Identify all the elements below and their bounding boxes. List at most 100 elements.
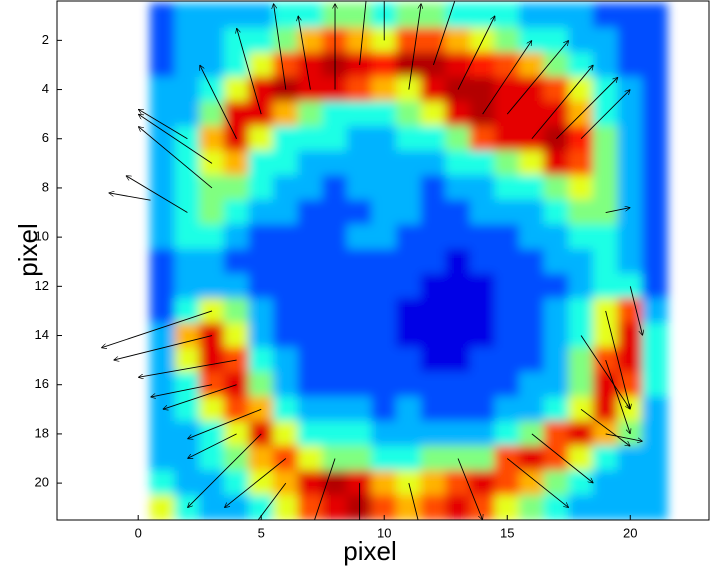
heat-cell <box>174 27 201 54</box>
heat-cell <box>174 175 201 201</box>
heat-cell <box>396 175 422 201</box>
arrow <box>274 3 287 90</box>
heat-cell <box>568 248 594 275</box>
heat-cell <box>174 199 201 226</box>
arrow <box>163 384 237 410</box>
heat-cell <box>617 150 644 177</box>
heat-cell <box>519 224 545 250</box>
heat-cell <box>617 371 644 398</box>
heat-cell <box>396 396 422 423</box>
heat-cell <box>519 76 545 103</box>
heat-cell <box>149 248 176 275</box>
heat-cell <box>273 125 299 152</box>
heat-cell <box>469 322 496 349</box>
heat-cell <box>199 322 225 349</box>
heat-cell <box>199 445 225 472</box>
heat-cell <box>519 298 545 324</box>
heat-cell <box>199 248 225 275</box>
heat-cell <box>199 199 225 226</box>
heat-cell <box>494 27 521 54</box>
arrow <box>187 433 237 459</box>
heat-cell <box>371 150 398 177</box>
heat-cell <box>199 494 225 520</box>
heat-cell <box>494 298 521 324</box>
heat-cell <box>223 101 250 127</box>
heat-cell <box>174 2 201 29</box>
heat-cell <box>297 150 324 177</box>
heat-cell <box>396 2 422 29</box>
heat-cell <box>149 199 176 226</box>
heat-cell <box>617 298 644 324</box>
heat-cell <box>445 396 471 423</box>
heat-cell <box>617 421 644 447</box>
heat-cell <box>199 125 225 152</box>
heat-cell <box>199 347 225 373</box>
heat-cell <box>617 224 644 250</box>
arrow <box>556 77 618 140</box>
heat-cell <box>248 371 275 398</box>
heat-cell <box>346 322 373 349</box>
x-tick-label: 20 <box>623 525 637 540</box>
heat-cell <box>469 175 496 201</box>
heat-cell <box>543 224 570 250</box>
heat-cell <box>174 396 201 423</box>
heat-cell <box>642 273 668 300</box>
heat-cell <box>543 2 570 29</box>
heat-cell <box>297 175 324 201</box>
heat-cell <box>322 298 348 324</box>
heat-cell <box>568 371 594 398</box>
heat-cell <box>420 175 447 201</box>
heat-cell <box>494 175 521 201</box>
heat-cell <box>273 2 299 29</box>
heat-cell <box>494 322 521 349</box>
heat-cell <box>199 2 225 29</box>
heat-cell <box>199 224 225 250</box>
heat-cell <box>396 371 422 398</box>
heat-cell <box>297 347 324 373</box>
heat-cell <box>642 371 668 398</box>
heat-cell <box>494 2 521 29</box>
arrow <box>433 1 456 66</box>
heat-cell <box>371 224 398 250</box>
heat-cell <box>568 347 594 373</box>
heat-cell <box>494 273 521 300</box>
heat-cell <box>494 347 521 373</box>
heat-cell <box>420 76 447 103</box>
heat-cell <box>346 27 373 54</box>
heat-cell <box>223 27 250 54</box>
y-axis-label: pixel <box>13 223 43 276</box>
heat-cell <box>494 52 521 78</box>
heat-cell <box>617 125 644 152</box>
heat-cell <box>494 150 521 177</box>
heat-cell <box>445 371 471 398</box>
heat-cell <box>322 322 348 349</box>
heat-cell <box>445 27 471 54</box>
heat-cell <box>445 125 471 152</box>
heat-cell <box>371 273 398 300</box>
heat-cell <box>174 224 201 250</box>
heat-cell <box>149 273 176 300</box>
heat-cell <box>371 396 398 423</box>
heat-cell <box>149 371 176 398</box>
heat-cell <box>346 273 373 300</box>
arrow <box>199 65 238 139</box>
heat-cell <box>297 371 324 398</box>
heat-cell <box>248 150 275 177</box>
heat-cell <box>346 224 373 250</box>
heat-cell <box>592 52 619 78</box>
heat-cell <box>199 101 225 127</box>
arrow <box>114 335 213 361</box>
heat-cell <box>223 150 250 177</box>
heat-cell <box>297 322 324 349</box>
heat-cell <box>174 150 201 177</box>
heat-cell <box>371 298 398 324</box>
heat-cell <box>396 224 422 250</box>
arrow <box>359 1 367 65</box>
heat-cell <box>199 150 225 177</box>
heat-cell <box>149 470 176 496</box>
heat-cell <box>273 298 299 324</box>
heat-cell <box>273 421 299 447</box>
heat-cell <box>568 76 594 103</box>
heat-cell <box>469 371 496 398</box>
heat-cell <box>322 101 348 127</box>
